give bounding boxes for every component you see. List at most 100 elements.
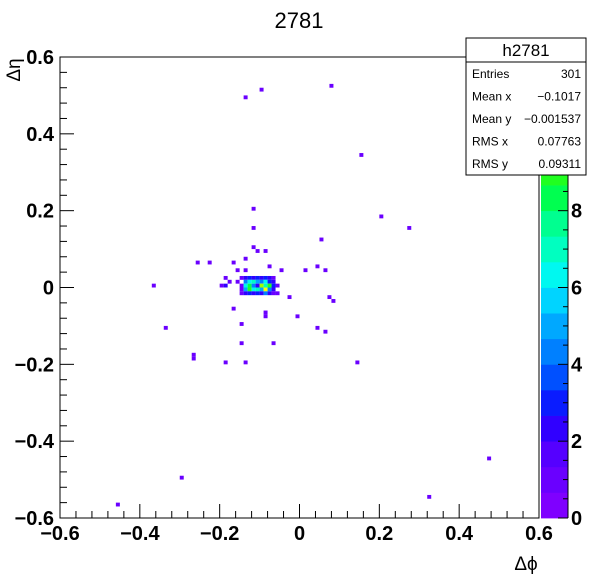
stats-row-label: RMS x — [472, 135, 508, 149]
y-axis-label: Δη — [4, 58, 25, 81]
heatmap-cell — [255, 249, 260, 253]
heatmap-cell — [247, 275, 252, 280]
heatmap-cell — [239, 291, 244, 296]
heatmap-cell — [259, 87, 264, 92]
heatmap-cell — [239, 341, 244, 346]
stats-row-value: 0.09311 — [539, 157, 582, 171]
heatmap-cell — [379, 214, 384, 219]
color-scale-segment — [541, 441, 568, 468]
heatmap-cell — [263, 275, 268, 280]
heatmap-cell — [243, 256, 248, 261]
heatmap-cell — [271, 341, 276, 346]
x-axis-label: Δϕ — [514, 554, 537, 575]
stats-box-title: h2781 — [502, 41, 549, 60]
x-tick-label: 0 — [294, 523, 305, 545]
heatmap-cell — [427, 494, 432, 499]
heatmap-cell — [315, 264, 320, 269]
heatmap-cell — [247, 283, 252, 288]
heatmap-cell — [271, 283, 276, 288]
heatmap-cell — [163, 325, 168, 330]
heatmap-cell — [319, 237, 324, 242]
heatmap-cell — [329, 83, 334, 88]
stats-row-label: Mean x — [472, 90, 511, 104]
heatmap-cell — [271, 275, 276, 280]
heatmap-cell — [243, 279, 248, 284]
heatmap-cells — [115, 83, 492, 507]
heatmap-cell — [255, 283, 260, 288]
heatmap-cell — [303, 268, 308, 273]
heatmap-cell — [267, 283, 272, 288]
heatmap-cell — [487, 456, 492, 461]
heatmap-cell — [263, 249, 268, 253]
heatmap-cell — [407, 226, 412, 230]
heatmap-cell — [287, 295, 292, 300]
heatmap-cell — [331, 299, 336, 303]
color-scale-segment — [541, 364, 568, 391]
heatmap-cell — [355, 360, 360, 365]
heatmap-cell — [279, 268, 284, 273]
heatmap-cell — [259, 279, 264, 284]
y-tick-label: −0.4 — [15, 431, 55, 453]
heatmap-cell — [271, 287, 276, 292]
heatmap-cell — [223, 360, 228, 365]
heatmap-cell — [255, 279, 260, 284]
heatmap-cell — [267, 287, 272, 292]
heatmap-cell — [251, 206, 256, 211]
heatmap-cell — [239, 322, 244, 326]
heatmap-cell — [263, 314, 268, 319]
y-tick-label: 0.6 — [26, 47, 54, 69]
color-scale-tick-label: 6 — [571, 278, 582, 300]
stats-row-label: RMS y — [472, 157, 508, 171]
heatmap-cell — [235, 268, 240, 273]
color-scale-segment — [541, 338, 568, 365]
heatmap-cell — [239, 283, 244, 288]
x-tick-label: 0.4 — [445, 523, 474, 545]
heatmap-cell — [255, 291, 260, 296]
heatmap-cell — [323, 329, 328, 334]
heatmap-cell — [219, 283, 224, 288]
heatmap-cell — [251, 275, 256, 280]
stats-row-label: Entries — [472, 67, 509, 81]
stats-box: h2781 Entries 301 Mean x −0.1017 Mean y −0.00… — [465, 37, 587, 176]
color-scale-segment — [541, 415, 568, 442]
stats-row-value: 0.07763 — [538, 135, 582, 149]
heatmap-cell — [259, 291, 264, 296]
heatmap-cell — [243, 95, 248, 100]
heatmap-cell — [191, 356, 196, 361]
heatmap-cell — [239, 275, 244, 280]
heatmap-cell — [263, 287, 268, 292]
heatmap-cell — [323, 268, 328, 273]
heatmap-cell — [247, 291, 252, 296]
x-axis: −0.6 −0.4 −0.2 0 0.2 0.4 0.6 — [40, 504, 553, 545]
heatmap-cell — [231, 306, 236, 311]
heatmap-cell — [259, 287, 264, 292]
heatmap-cell — [115, 502, 120, 507]
heatmap-cell — [251, 226, 256, 230]
heatmap-cell — [295, 314, 300, 319]
color-scale-segment — [541, 492, 568, 519]
heatmap-cell — [243, 287, 248, 292]
heatmap-cell — [243, 268, 248, 273]
heatmap-cell — [255, 275, 260, 280]
x-tick-label: 0.2 — [365, 523, 393, 545]
heatmap-cell — [251, 245, 256, 250]
heatmap-cell — [263, 283, 268, 288]
heatmap-cell — [243, 291, 248, 296]
chart-title: 2781 — [275, 8, 324, 33]
stats-row-value: −0.1017 — [537, 90, 581, 104]
heatmap-cell — [267, 264, 272, 269]
heatmap-cell — [223, 275, 228, 280]
heatmap-cell — [223, 283, 228, 288]
heatmap-cell — [315, 325, 320, 330]
color-scale-tick-label: 4 — [571, 354, 583, 376]
heatmap-cell — [271, 279, 276, 284]
y-tick-label: −0.6 — [15, 508, 54, 530]
heatmap-cell — [255, 287, 260, 292]
heatmap-cell — [263, 279, 268, 284]
x-tick-label: 0.6 — [525, 523, 553, 545]
color-scale-tick-label: 8 — [571, 201, 582, 223]
stats-row-value: −0.001537 — [524, 112, 581, 126]
heatmap-cell — [243, 360, 248, 365]
x-tick-label: −0.2 — [200, 523, 239, 545]
